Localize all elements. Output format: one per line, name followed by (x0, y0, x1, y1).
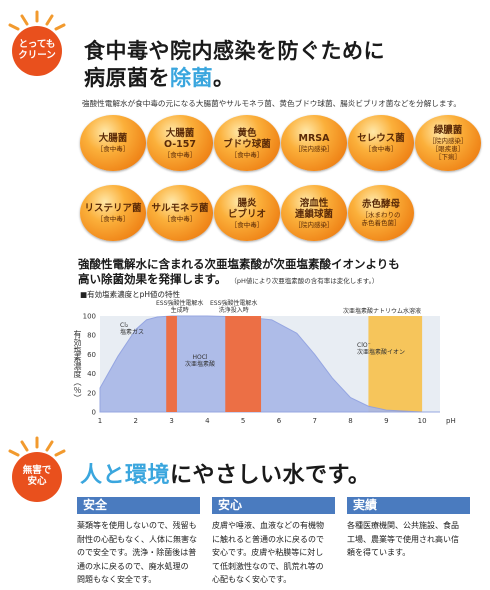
x-tick-label: 4 (205, 417, 210, 425)
band-label-naclo: 次亜塩素酸ナトリウム水溶液 (343, 308, 422, 315)
title-line-1: 食中毒や院内感染を防ぐために (84, 39, 385, 63)
bacteria-category: ［食中毒］ (364, 145, 398, 153)
bacteria-ball: 大腸菌 O-157 ［食中毒］ (147, 115, 213, 171)
bacteria-category: ［水まわりの 赤色着色菌］ (361, 211, 401, 227)
title-line-2: 病原菌を除菌。 (84, 66, 235, 90)
annotation-cl2: Cl₂ 塩素ガス (120, 322, 145, 336)
badge-line-2: 安心 (27, 476, 47, 487)
hocl-heading-line-1: 強酸性電解水に含まれる次亜塩素酸が次亜塩素酸イオンよりも (78, 257, 400, 271)
bacteria-ball: MRSA ［院内感染］ (281, 115, 347, 171)
bacteria-name: 大腸菌 (98, 133, 128, 144)
bacteria-name: サルモネラ菌 (151, 203, 209, 214)
bacteria-ball: 大腸菌 ［食中毒］ (80, 115, 146, 171)
band-ess-wash (225, 316, 262, 412)
bacteria-category: ［食中毒］ (163, 150, 197, 159)
annotation-clo: ClO⁻ 次亜塩素酸イオン (357, 342, 406, 356)
y-tick-label: 40 (87, 370, 96, 378)
y-tick-label: 0 (92, 409, 96, 417)
y-tick-label: 80 (87, 332, 96, 340)
footer-title: 人と環境にやさしい水です。 (80, 462, 370, 489)
column-text-safety: 薬類等を使用しないので、残留も 耐性の心配もなく、人体に無害な ので安全です。洗… (77, 521, 197, 584)
column-text-track-record: 各種医療機関、公共施設、食品 工場、農業等で使用され高い信 頼を得ています。 (347, 521, 459, 557)
bacteria-name: MRSA (298, 133, 330, 144)
x-tick-label: 1 (98, 417, 102, 425)
chart-title: ■有効塩素濃度とpH値の特性 (80, 290, 180, 299)
column-head-safety: 安全 (77, 497, 200, 514)
bacteria-category: ［食中毒］ (230, 220, 264, 229)
column-text-security: 皮膚や唾液、血液などの有機物 に触れると普通の水に戻るので 安心です。皮膚や粘膜… (212, 521, 324, 584)
bacteria-ball: セレウス菌 ［食中毒］ (348, 115, 414, 171)
badge-line-1: 無害で (22, 465, 52, 477)
clean-badge: とっても クリーン (12, 26, 62, 76)
badge-line-1: とっても (18, 39, 56, 51)
bacteria-name: 腸炎 ビブリオ (227, 197, 266, 220)
bacteria-ball: サルモネラ菌 ［食中毒］ (147, 185, 213, 241)
bacteria-name: セレウス菌 (357, 133, 405, 144)
bacteria-name: 溶血性 連鎖球菌 (294, 197, 333, 220)
x-tick-label: 2 (134, 417, 138, 425)
y-tick-label: 100 (83, 313, 96, 321)
ph-note: （pH値により次亜塩素酸の含有率は変化します。） (230, 277, 379, 285)
badge-line-2: クリーン (18, 50, 56, 61)
footer-title-b: にやさしい水です。 (170, 463, 371, 488)
column-head-track-record: 実績 (347, 497, 470, 514)
x-tick-label: 6 (277, 417, 282, 425)
bacteria-name: 黄色 ブドウ球菌 (223, 127, 271, 150)
safe-badge: 無害で 安心 (12, 452, 62, 502)
band-ess-generate (166, 316, 177, 412)
x-tick-label: 7 (313, 417, 317, 425)
y-tick-label: 20 (87, 389, 96, 397)
bacteria-name: 赤色酵母 (361, 199, 400, 210)
bacteria-ball: リステリア菌 ［食中毒］ (80, 185, 146, 241)
ph-chart: 1 2 3 4 5 6 7 8 9 10 pH 0 20 40 60 80 100 (83, 313, 456, 426)
bacteria-category: ［食中毒］ (163, 215, 197, 223)
bacteria-ball: 腸炎 ビブリオ ［食中毒］ (214, 185, 280, 241)
x-tick-label: 9 (384, 417, 388, 425)
bacteria-ball: 緑膿菌 ［院内感染］ ［眼疾患］ ［下痢］ (415, 115, 481, 171)
bacteria-category: ［院内感染］ (294, 220, 334, 229)
sun-rays-icon (8, 436, 66, 457)
bacteria-category: ［食中毒］ (230, 150, 264, 159)
bacteria-category: ［食中毒］ (96, 215, 130, 223)
x-tick-label: 10 (418, 417, 427, 425)
sun-rays-icon (8, 10, 66, 31)
y-tick-label: 60 (87, 351, 96, 359)
bacteria-ball: 赤色酵母 ［水まわりの 赤色着色菌］ (348, 185, 414, 241)
bacteria-name: 大腸菌 O-157 (163, 127, 197, 150)
bacteria-category: ［院内感染］ (294, 145, 334, 153)
bacteria-category: ［食中毒］ (96, 145, 130, 153)
header-subline: 強酸性電解水が食中毒の元になる大腸菌やサルモネラ菌、黄色ブドウ球菌、腸炎ビブリオ… (82, 99, 461, 108)
footer-title-a: 人と環境 (80, 463, 171, 488)
band-label-ess-wash: ESS強酸性電解水 洗浄投入時 (210, 300, 258, 314)
bacteria-ball: 溶血性 連鎖球菌 ［院内感染］ (281, 185, 347, 241)
hocl-heading-line-2: 高い除菌効果を発揮します。 (78, 272, 227, 286)
band-naclo (368, 316, 423, 412)
hocl-heading: 強酸性電解水に含まれる次亜塩素酸が次亜塩素酸イオンよりも 高い除菌効果を発揮しま… (78, 257, 478, 289)
column-head-security: 安心 (212, 497, 335, 514)
chlorine-curve (99, 315, 440, 413)
x-tick-label: 3 (169, 417, 173, 425)
bacteria-name: 緑膿菌 (433, 125, 463, 136)
x-axis-label: pH (446, 417, 456, 425)
bacteria-name: リステリア菌 (84, 203, 142, 214)
x-tick-label: 5 (241, 417, 245, 425)
y-axis-label: 有効塩素濃度（％） (73, 330, 82, 402)
annotation-hocl: HOCl 次亜塩素酸 (185, 354, 216, 368)
page-title: 食中毒や院内感染を防ぐために 病原菌を除菌。 (84, 38, 385, 92)
band-label-ess-generate: ESS強酸性電解水 生成時 (156, 300, 204, 314)
bacteria-ball: 黄色 ブドウ球菌 ［食中毒］ (214, 115, 280, 171)
x-tick-label: 8 (348, 417, 352, 425)
bacteria-category: ［院内感染］ ［眼疾患］ ［下痢］ (428, 137, 468, 161)
